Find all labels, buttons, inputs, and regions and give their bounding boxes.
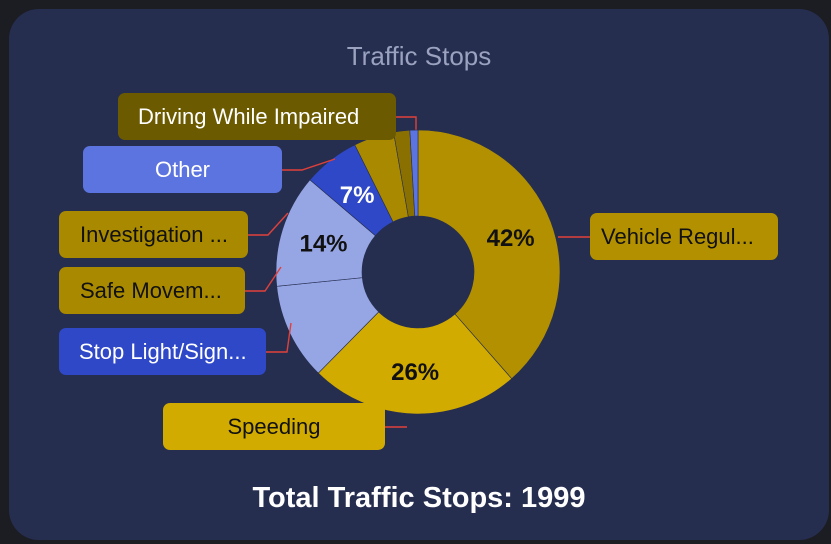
leader-line-driving-while-impaired [396,116,417,136]
chart-card: Traffic Stops 42% 26% 14% 7% Vehicle Regul.… [9,9,829,540]
slice-vehicle-regul[interactable] [417,129,561,380]
chart-title: Traffic Stops [346,41,492,71]
slice-label-stop-light-sign: Stop Light/Sign... [59,328,266,375]
chart-footer: Total Traffic Stops: 1999 [252,482,586,514]
slice-speeding[interactable] [317,311,513,415]
slice-percent-vehicle-regul: 42% [487,225,535,252]
slice-percent-speeding: 26% [391,359,439,386]
donut-chart: 42% 26% 14% 7% [245,116,590,428]
leader-line-investigation [248,212,289,236]
slice-percent-safe-movem: 14% [299,230,347,257]
slice-label-investigation: Investigation ... [59,211,248,258]
slice-slice-7[interactable] [409,129,419,217]
slice-label-speeding: Speeding [163,403,385,450]
leader-line-stop-light-sign [266,322,292,353]
leader-line-other [282,158,336,171]
slice-percent-investigation: 7% [340,182,375,209]
slice-label-vehicle-regul: Vehicle Regul... [590,213,778,260]
slice-label-safe-movem: Safe Movem... [59,267,245,314]
leader-line-safe-movem [245,266,282,292]
slice-label-other: Other [83,146,282,193]
slice-label-driving-while-impaired: Driving While Impaired [118,93,396,140]
